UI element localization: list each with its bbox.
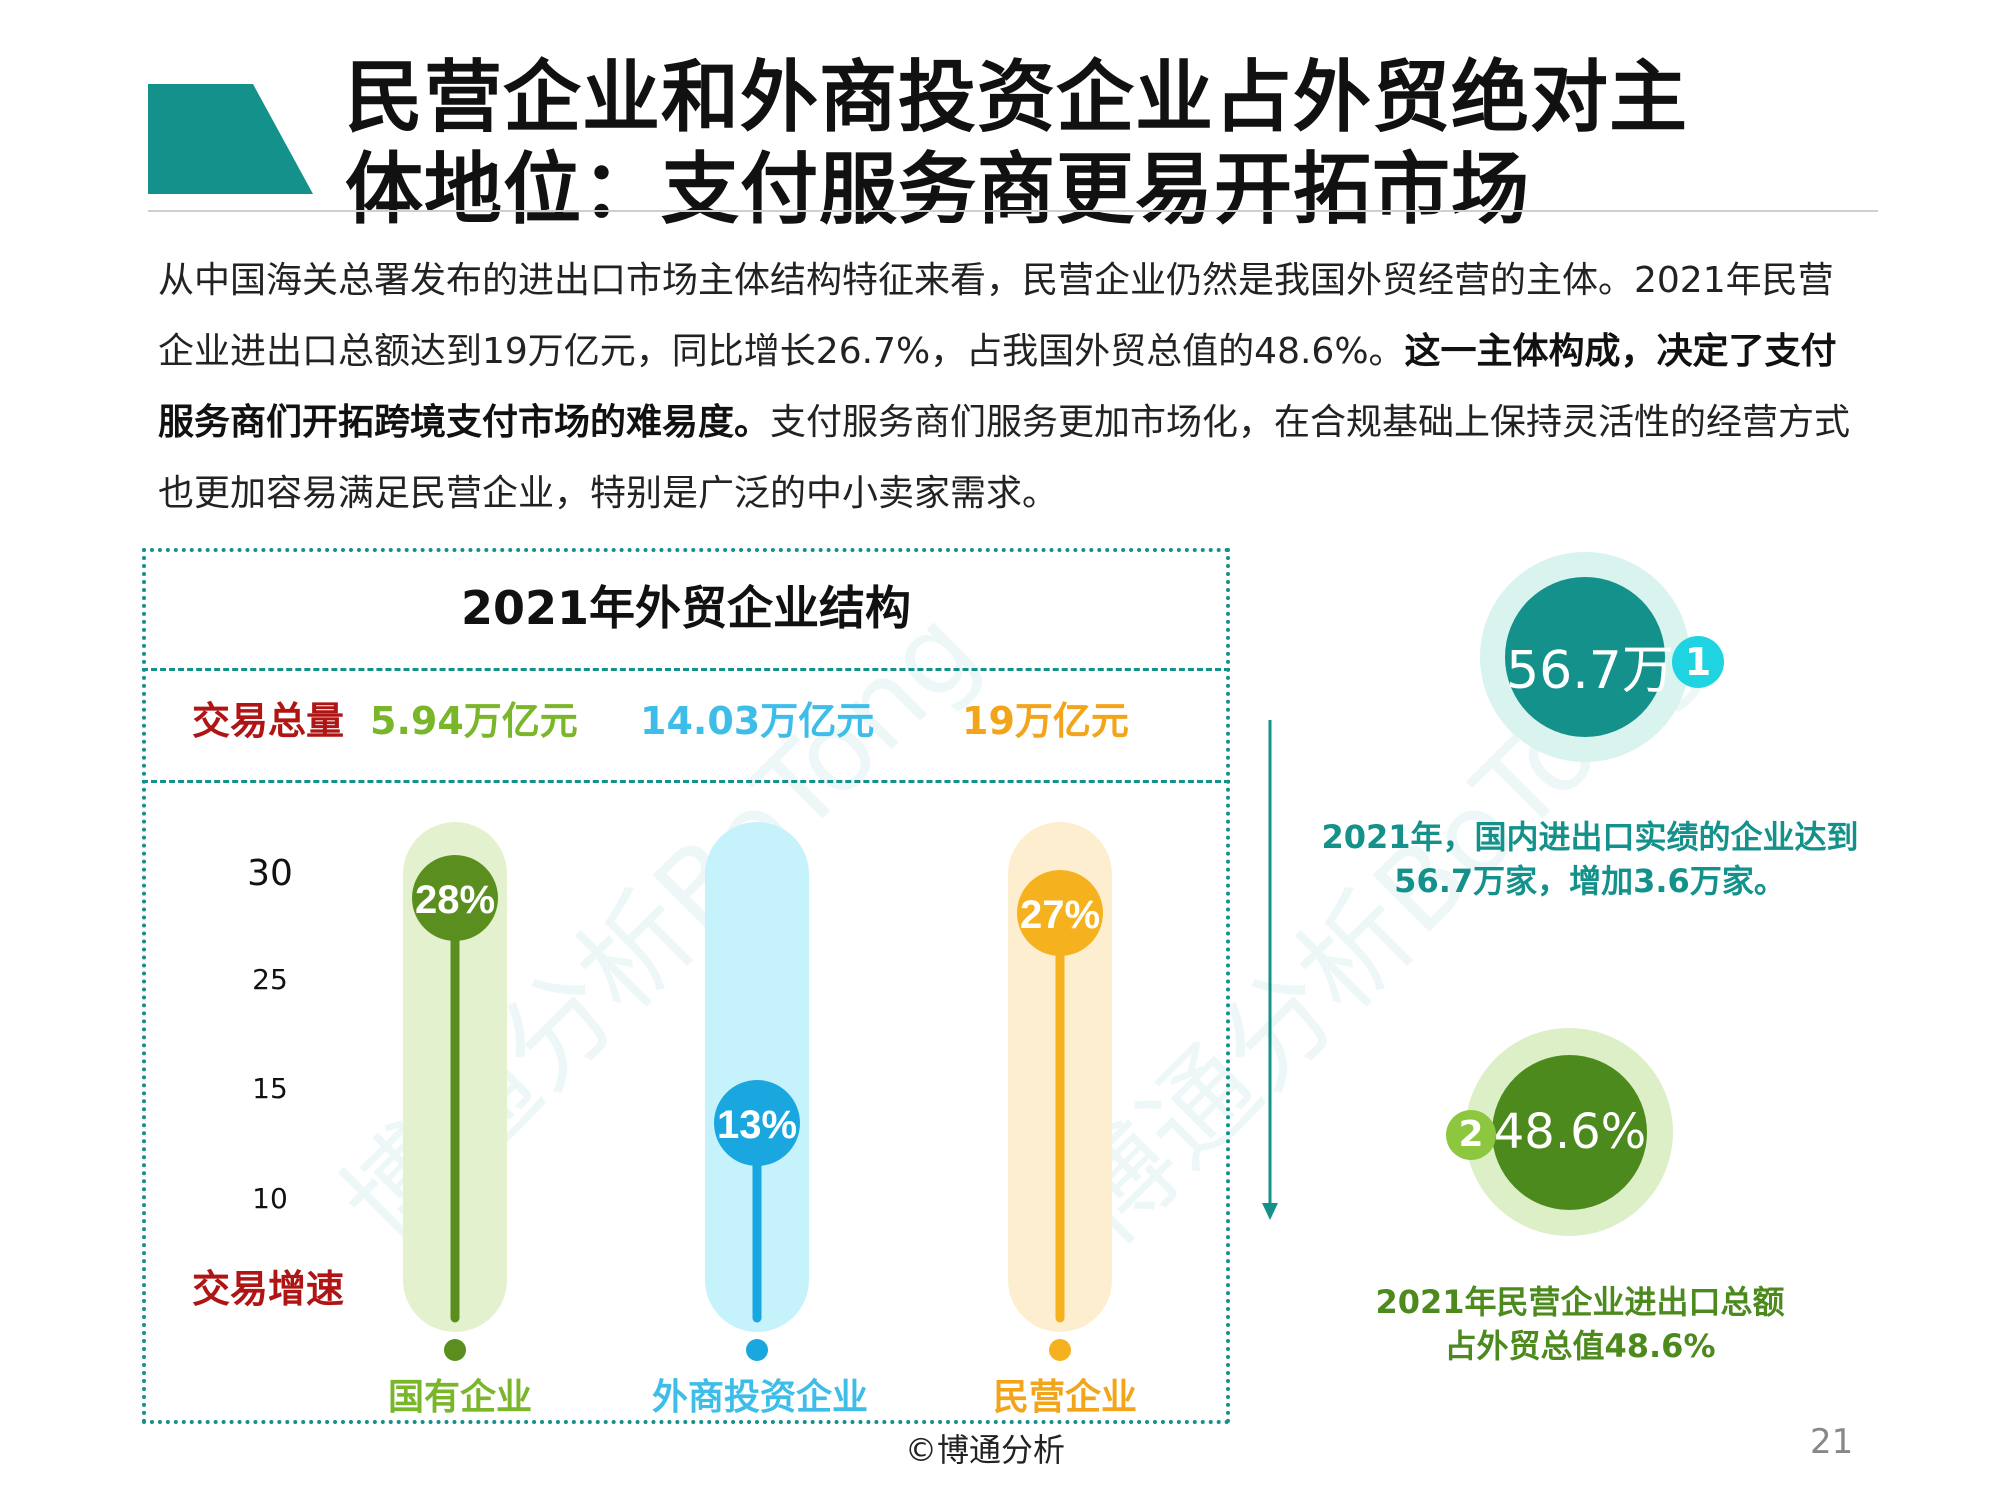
bar-value-label-foreign-invested: 13% xyxy=(717,1103,797,1147)
bar-head-state-owned xyxy=(412,855,498,941)
intro-text-2: 支付服务商们服务更加市场化，在合规基础上保持灵活性的经营方式也更加容易满足民营企… xyxy=(158,402,1851,514)
bar-dot-state-owned xyxy=(444,1339,466,1361)
bar-value-label-private: 27% xyxy=(1020,893,1100,937)
page-title-line2: 体地位：支付服务商更易开拓市场 xyxy=(345,145,1531,235)
category-label-private: 民营企业 xyxy=(992,1377,1137,1418)
chart-divider-mid xyxy=(142,780,1230,783)
volume-private: 19万亿元 xyxy=(962,699,1129,743)
bar-dot-private xyxy=(1049,1339,1071,1361)
speed-row-label: 交易增速 xyxy=(192,1267,345,1311)
volume-row-label: 交易总量 xyxy=(192,699,345,743)
intro-text-1: 从中国海关总署发布的进出口市场主体结构特征来看，民营企业仍然是我国外贸经营的主体… xyxy=(158,260,1834,372)
stat1-caption-line1: 2021年，国内进出口实绩的企业达到 xyxy=(1321,818,1859,856)
chart-title: 2021年外贸企业结构 xyxy=(460,581,912,635)
bar-head-foreign-invested xyxy=(714,1080,800,1166)
title-accent-shape xyxy=(148,84,313,194)
category-label-foreign-invested: 外商投资企业 xyxy=(651,1377,868,1418)
stat1-badge: 1 xyxy=(1672,636,1724,688)
stat2-badge: 2 xyxy=(1446,1110,1496,1160)
page-number: 21 xyxy=(1810,1422,1854,1462)
stat2-caption: 2021年民营企业进出口总额 占外贸总值48.6% xyxy=(1300,1280,1860,1368)
intro-paragraph: 从中国海关总署发布的进出口市场主体结构特征来看，民营企业仍然是我国外贸经营的主体… xyxy=(158,245,1858,529)
down-arrow xyxy=(1262,720,1278,1220)
stat2-caption-line1: 2021年民营企业进出口总额 xyxy=(1375,1283,1785,1321)
chart-frame xyxy=(142,548,1230,1424)
copyright: ©博通分析 xyxy=(904,1431,1065,1469)
category-label-state-owned: 国有企业 xyxy=(387,1377,532,1418)
y-tick-label: 15 xyxy=(252,1072,288,1105)
bar-head-private xyxy=(1017,870,1103,956)
page-title: 民营企业和外商投资企业占外贸绝对主 体地位：支付服务商更易开拓市场 xyxy=(345,52,1765,236)
stat2-value: 48.6% xyxy=(1493,1104,1647,1160)
stat2-caption-line2: 占外贸总值48.6% xyxy=(1444,1327,1716,1365)
y-tick-label: 10 xyxy=(252,1182,288,1215)
bar-track-foreign-invested xyxy=(705,822,809,1332)
intro-bold-text: 这一主体构成，决定了支付服务商们开拓跨境支付市场的难易度。 xyxy=(158,331,1837,443)
bar-dot-foreign-invested xyxy=(746,1339,768,1361)
chart-divider-top xyxy=(142,668,1230,671)
page-title-line1: 民营企业和外商投资企业占外贸绝对主 xyxy=(345,53,1689,143)
stat2-circle xyxy=(1492,1055,1647,1210)
volume-foreign-invested: 14.03万亿元 xyxy=(640,699,875,743)
y-tick-label: 30 xyxy=(247,853,293,894)
y-tick-label: 25 xyxy=(252,963,288,996)
bar-value-label-state-owned: 28% xyxy=(415,878,495,922)
stat1-circle xyxy=(1505,577,1665,737)
title-divider xyxy=(148,210,1878,212)
volume-state-owned: 5.94万亿元 xyxy=(370,699,578,743)
stat1-value: 56.7万 xyxy=(1506,641,1674,701)
stat1-caption: 2021年，国内进出口实绩的企业达到 56.7万家，增加3.6万家。 xyxy=(1300,815,1880,903)
stat1-caption-line2: 56.7万家，增加3.6万家。 xyxy=(1394,862,1786,900)
